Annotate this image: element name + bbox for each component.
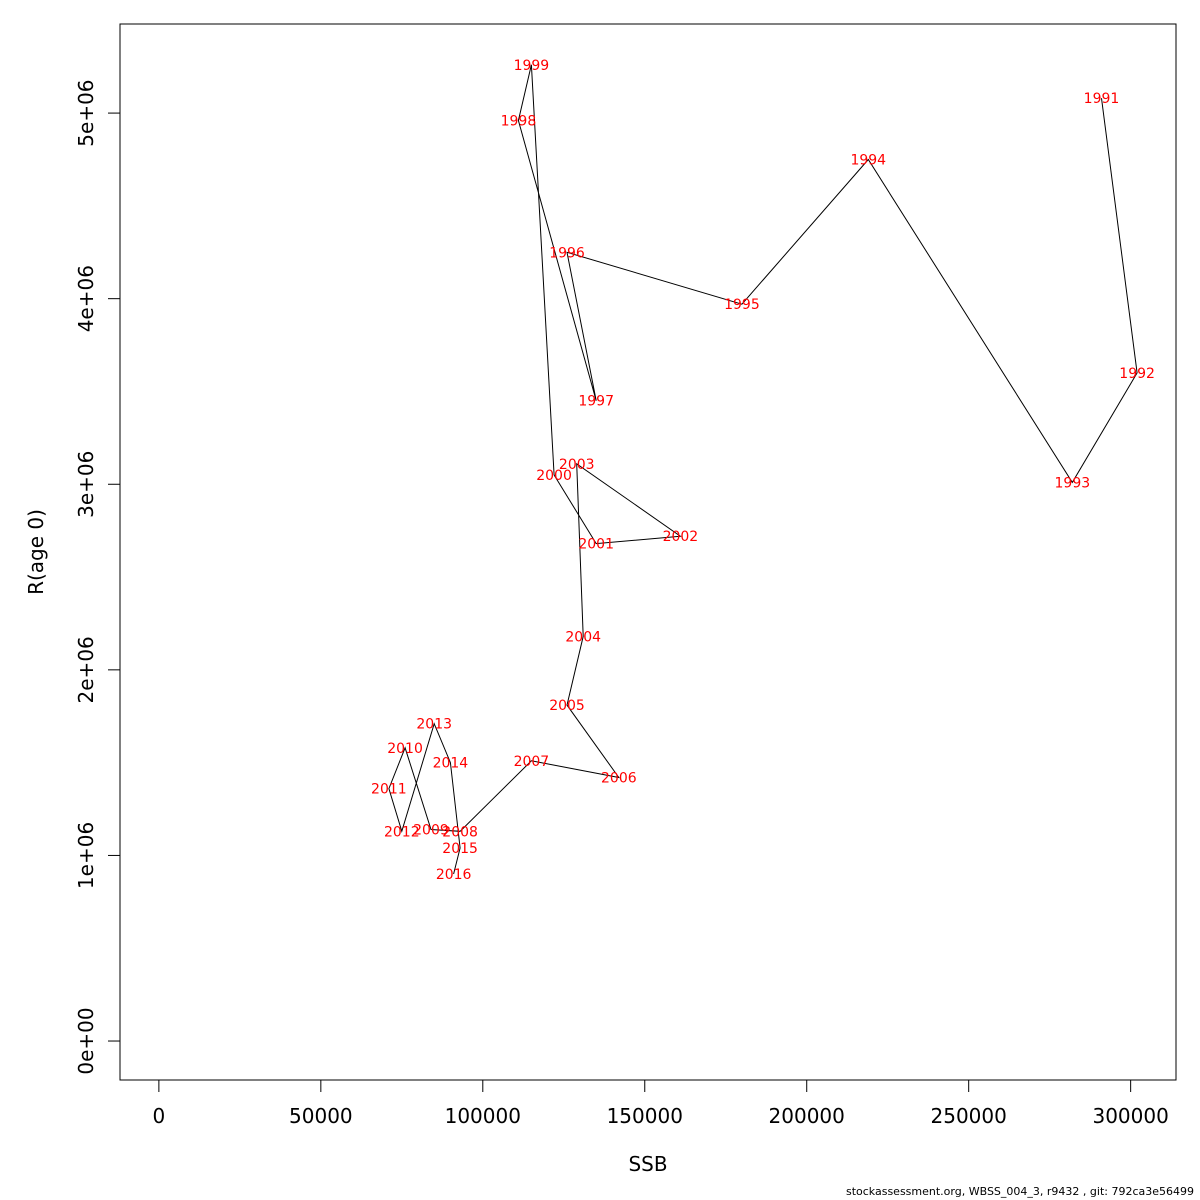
point-label: 2013 (416, 717, 452, 733)
point-label: 2000 (536, 468, 572, 484)
point-label: 2012 (384, 824, 420, 840)
point-label: 2003 (559, 457, 595, 473)
x-tick-label: 0 (153, 1104, 166, 1128)
y-axis: 0e+00 1e+06 2e+06 3e+06 4e+06 5e+06 (74, 79, 121, 1075)
point-label: 1999 (514, 58, 550, 74)
point-label: 2009 (413, 822, 449, 838)
point-label: 1991 (1084, 91, 1120, 107)
x-axis-title: SSB (628, 1152, 667, 1176)
point-label: 1992 (1119, 366, 1155, 382)
x-tick-label: 250000 (931, 1104, 1007, 1128)
point-label: 2004 (565, 629, 601, 645)
point-label: 2005 (549, 698, 585, 714)
y-tick-label: 0e+00 (74, 1007, 98, 1074)
point-label: 2007 (514, 754, 550, 770)
y-tick-label: 3e+06 (74, 451, 98, 518)
point-label: 2001 (578, 537, 614, 553)
point-label: 1995 (724, 297, 760, 313)
y-tick-label: 4e+06 (74, 265, 98, 332)
point-label: 2015 (442, 841, 478, 857)
point-label: 2011 (371, 782, 407, 798)
point-labels: 1991 1992 1993 1994 1995 1996 1997 1998 1999 2000… (371, 58, 1155, 883)
point-label: 2010 (387, 741, 423, 757)
series-line (388, 64, 1138, 875)
y-tick-label: 1e+06 (74, 822, 98, 889)
point-label: 1993 (1055, 475, 1091, 491)
point-label: 2008 (442, 824, 478, 840)
x-tick-label: 100000 (445, 1104, 521, 1128)
point-label: 1998 (501, 114, 537, 130)
y-axis-title: R(age 0) (24, 509, 48, 595)
point-label: 2016 (436, 867, 472, 883)
point-label: 1994 (850, 152, 886, 168)
x-tick-label: 150000 (607, 1104, 683, 1128)
point-label: 2014 (433, 756, 469, 772)
x-axis: 0 50000 100000 150000 200000 250000 300000 (153, 1079, 1169, 1128)
point-label: 2006 (601, 770, 637, 786)
x-tick-label: 300000 (1092, 1104, 1168, 1128)
x-tick-label: 200000 (769, 1104, 845, 1128)
plot-frame (119, 23, 1177, 1081)
footer-caption: stockassessment.org, WBSS_004_3, r9432 ,… (845, 1185, 1194, 1198)
point-label: 1996 (549, 245, 585, 261)
y-tick-label: 5e+06 (74, 79, 98, 146)
y-tick-label: 2e+06 (74, 636, 98, 703)
point-label: 2002 (663, 529, 699, 545)
point-label: 1997 (578, 394, 614, 410)
x-tick-label: 50000 (289, 1104, 353, 1128)
